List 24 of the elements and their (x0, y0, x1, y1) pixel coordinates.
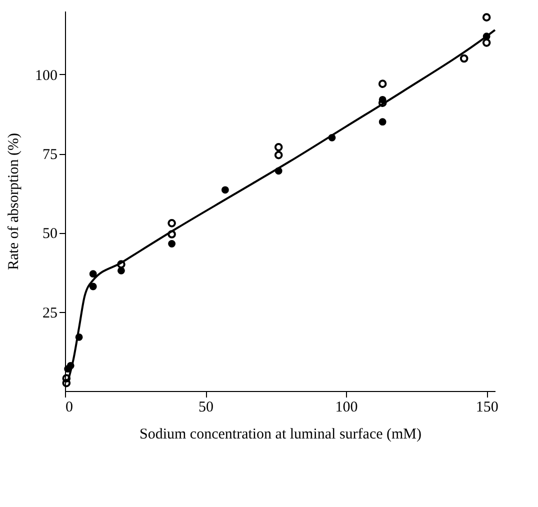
point (482, 38, 491, 47)
point (221, 186, 229, 194)
point (378, 80, 387, 88)
point (117, 260, 126, 268)
point (89, 282, 97, 290)
point (168, 240, 176, 248)
point (168, 230, 176, 238)
y-tick-label: 50 (42, 226, 58, 242)
x-tick-label: 100 (335, 400, 358, 416)
point (460, 54, 468, 63)
y-tick-label: 25 (42, 305, 58, 322)
point (482, 13, 491, 22)
point (89, 270, 97, 278)
x-tick-label: 50 (198, 400, 214, 416)
y-tick-label: 75 (42, 147, 58, 163)
y-axis-title: Rate of absorption (%) (6, 132, 22, 270)
x-tick-label: 0 (66, 400, 73, 416)
point (168, 219, 176, 228)
point (378, 118, 386, 126)
x-axis-title: Sodium concentration at luminal surface (mM) (139, 426, 422, 442)
x-tick-label: 150 (476, 400, 498, 416)
y-tick-label: 100 (35, 68, 58, 84)
point (274, 143, 283, 152)
point (274, 150, 283, 160)
